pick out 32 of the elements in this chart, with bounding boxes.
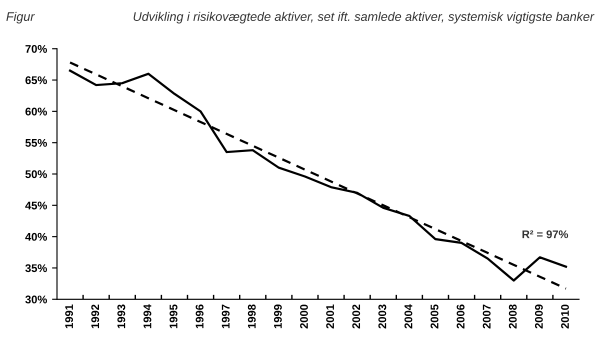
x-tick-label: 2003 [378, 304, 386, 328]
x-tick-label: 2009 [534, 304, 543, 328]
x-tick-label: 1997 [222, 304, 230, 328]
y-tick-label: 45% [25, 202, 47, 210]
x-tick-label: 2002 [352, 304, 360, 328]
y-tick-label: 70% [26, 44, 47, 53]
x-tick-label: 1992 [91, 304, 100, 328]
y-tick-label: 35% [25, 264, 47, 272]
x-tick-label: 1998 [248, 304, 256, 328]
annotation: R² = 97% [522, 230, 568, 238]
chart-subtitle: Figur [6, 12, 35, 24]
y-tick-label: 65% [25, 76, 47, 84]
x-tick-label: 2008 [508, 304, 517, 328]
x-tick-label: 2005 [430, 304, 438, 328]
x-tick-label: 1995 [170, 304, 178, 328]
x-tick-label: 1996 [196, 304, 204, 328]
x-tick-label: 2001 [326, 304, 334, 328]
x-tick-label: 2000 [300, 304, 308, 328]
x-tick-label: 2006 [456, 304, 465, 328]
y-tick-label: 55% [25, 138, 47, 147]
y-tick-label: 60% [25, 108, 47, 116]
x-tick-label: 2004 [404, 304, 412, 328]
y-tick-label: 30% [25, 296, 47, 304]
x-tick-label: 1991 [65, 304, 74, 328]
x-tick-label: 1999 [274, 304, 282, 328]
x-tick-label: 2007 [482, 304, 491, 328]
x-tick-label: 1993 [117, 304, 126, 328]
x-tick-label: 1994 [143, 304, 152, 328]
y-tick-label: 40% [25, 232, 47, 241]
chart-title: Udvikling i risikovægtede aktiver, set ift. samlede aktiver, systemisk vigtigste banker [134, 12, 594, 24]
x-tick-label: 2010 [561, 304, 569, 328]
y-tick-label: 50% [25, 170, 47, 178]
